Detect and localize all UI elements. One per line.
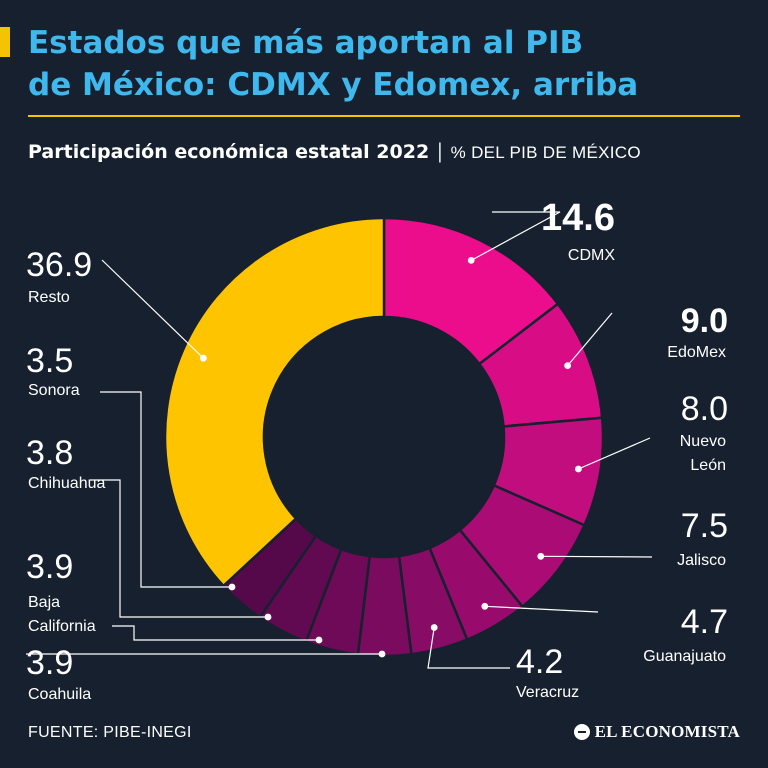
subtitle-unit: % DEL PIB DE MÉXICO — [450, 143, 641, 162]
leader-line-guanajuato — [484, 605, 599, 613]
category-label-baja-california: Baja — [28, 594, 60, 611]
title-line-1: Estados que más aportan al PIB — [28, 25, 584, 61]
title-divider — [28, 115, 740, 117]
category-label-baja-california: California — [28, 618, 96, 635]
category-label-nuevo-leon: Nuevo — [680, 433, 726, 450]
category-label-guanajuato: Guanajuato — [643, 648, 726, 665]
leader-dot-jalisco — [537, 552, 545, 560]
value-label-chihuahua: 3.8 — [26, 434, 73, 472]
category-label-chihuahua: Chihuahua — [28, 475, 106, 492]
value-label-edomex: 9.0 — [681, 302, 728, 340]
leader-dot-nuevo-leon — [575, 465, 582, 473]
value-label-guanajuato: 4.7 — [681, 603, 728, 641]
value-label-sonora: 3.5 — [26, 342, 73, 380]
leader-line-sonora — [100, 391, 232, 588]
title-line-2: de México: CDMX y Edomex, arriba — [28, 67, 639, 103]
value-label-baja-california: 3.9 — [26, 548, 73, 586]
leader-line-chihuahua — [90, 479, 268, 618]
leader-line-nuevo-leon — [578, 437, 651, 470]
leader-dot-coahuila — [378, 650, 386, 658]
leader-dot-edomex — [564, 362, 571, 369]
leader-dot-veracruz — [430, 624, 438, 631]
value-label-nuevo-leon: 8.0 — [681, 390, 728, 428]
category-label-veracruz: Veracruz — [516, 684, 579, 701]
value-label-jalisco: 7.5 — [681, 507, 728, 545]
category-label-cdmx: CDMX — [568, 247, 615, 264]
source-note: FUENTE: PIBE-INEGI — [28, 724, 192, 741]
brand-icon — [573, 724, 590, 740]
leader-line-veracruz — [427, 627, 510, 669]
leader-line-jalisco — [540, 555, 653, 558]
leader-line-edomex — [567, 312, 613, 366]
leader-dot-resto — [200, 354, 207, 362]
subtitle-separator: | — [437, 140, 443, 163]
value-label-cdmx: 14.6 — [541, 197, 615, 239]
category-label-coahuila: Coahuila — [28, 686, 91, 703]
chart-subtitle: Participación económica estatal 2022 | % D… — [28, 139, 641, 166]
value-label-resto: 36.9 — [26, 246, 92, 284]
leader-dot-baja-california — [315, 636, 323, 644]
leader-dot-guanajuato — [481, 602, 489, 610]
leader-line-cdmx — [470, 211, 561, 261]
brand-name: EL ECONOMISTA — [594, 722, 740, 741]
leader-dot-sonora — [228, 583, 236, 591]
category-label-sonora: Sonora — [28, 382, 80, 399]
category-label-edomex: EdoMex — [667, 344, 726, 361]
leader-line-resto — [101, 259, 204, 359]
brand-logo: EL ECONOMISTA — [573, 722, 740, 742]
title-accent-bar — [0, 27, 10, 57]
category-label-resto: Resto — [28, 289, 70, 306]
chart-title: Estados que más aportan al PIB de México… — [28, 22, 748, 106]
value-label-coahuila: 3.9 — [26, 644, 73, 682]
category-label-nuevo-leon: León — [690, 457, 726, 474]
category-label-jalisco: Jalisco — [677, 552, 726, 569]
leader-dot-cdmx — [467, 257, 475, 264]
value-label-veracruz: 4.2 — [516, 643, 563, 681]
leader-line-baja-california — [112, 625, 319, 641]
leader-dot-chihuahua — [264, 613, 272, 621]
subtitle-main: Participación económica estatal 2022 — [28, 141, 430, 163]
slice-resto — [163, 216, 386, 588]
